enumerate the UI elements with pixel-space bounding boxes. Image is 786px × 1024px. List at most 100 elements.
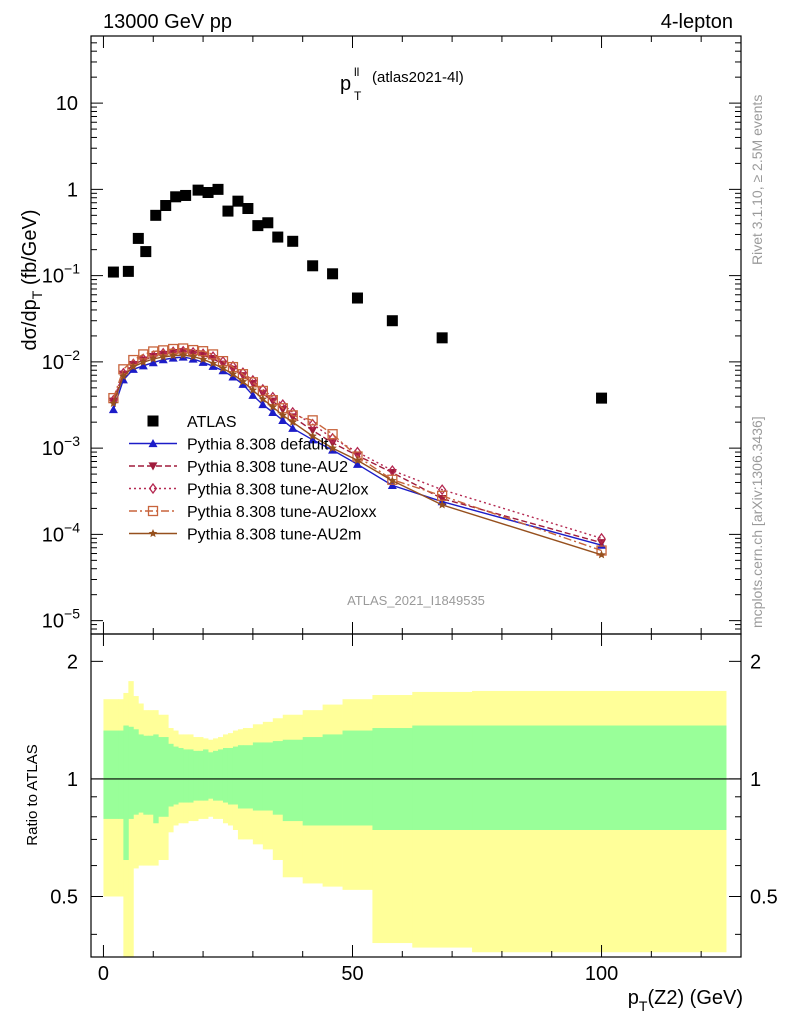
ratio-band-inner — [272, 741, 284, 815]
y-axis-label-bottom: Ratio to ATLAS — [24, 744, 41, 845]
y-tick-label: 10−5 — [42, 606, 80, 633]
ratio-band-inner — [322, 734, 343, 826]
ratio-band-inner — [472, 725, 727, 831]
mc-series-point — [288, 423, 298, 432]
plot-title: p ll T (atlas2021-4l) — [340, 65, 464, 103]
mc-series-point — [238, 377, 248, 386]
mc-series-point — [129, 362, 138, 371]
mc-series-point — [238, 379, 248, 388]
ratio-band-inner — [208, 752, 214, 799]
x-axis-label: pT(Z2) (GeV) — [628, 987, 743, 1014]
legend-marker — [147, 505, 159, 517]
ratio-band-inner — [218, 749, 224, 801]
ratio-band-inner — [173, 746, 179, 805]
y-tick-label: 10−4 — [42, 519, 80, 546]
ratio-band-inner — [168, 743, 174, 807]
plot-title-tag: (atlas2021-4l) — [372, 69, 464, 86]
mc-series-point — [278, 410, 287, 419]
ratio-band-inner — [103, 730, 119, 819]
ratio-band-inner — [183, 749, 189, 803]
mc-series-point — [436, 490, 448, 501]
data-point — [386, 315, 398, 327]
x-tick-label: 0 — [98, 963, 109, 985]
mc-series-point — [207, 349, 219, 360]
mc-series-point — [119, 371, 128, 380]
mc-series-point — [149, 354, 158, 363]
mc-series-point — [188, 352, 198, 361]
mc-series-point — [228, 369, 238, 378]
legend-entry: Pythia 8.308 tune-AU2m — [129, 527, 361, 544]
mc-series-point — [327, 429, 338, 440]
data-point — [596, 392, 608, 404]
data-point — [180, 189, 192, 201]
mc-curves — [108, 343, 607, 559]
mc-series-point — [198, 357, 208, 366]
ratio-band-inner — [148, 735, 154, 815]
ratio-band-inner — [252, 742, 264, 811]
plot-title-sub: T — [354, 89, 362, 103]
mc-series-point — [158, 355, 168, 364]
mc-series-point — [597, 550, 606, 559]
x-label-sub: T — [639, 998, 648, 1014]
ratio-band-outer — [128, 681, 134, 957]
mc-series-point — [278, 415, 288, 424]
legend-entry: ATLAS — [147, 414, 237, 431]
rivet-text: Rivet 3.1.10, ≥ 2.5M events — [749, 95, 765, 265]
ratio-band-inner — [302, 737, 324, 826]
data-point — [307, 260, 319, 272]
mc-series-point — [387, 474, 398, 485]
data-point — [327, 268, 339, 280]
legend-label: Pythia 8.308 tune-AU2m — [187, 527, 361, 544]
mc-series-point — [248, 390, 258, 399]
mc-series-point — [387, 480, 397, 489]
y-tick-label: 10−2 — [42, 347, 80, 374]
mc-series-point — [328, 443, 337, 452]
ratio-band-inner — [227, 748, 234, 805]
legend-entry: Pythia 8.308 tune-AU2 — [129, 459, 348, 476]
legend-entry: Pythia 8.308 tune-AU2lox — [129, 482, 368, 499]
ratio-band-inner — [242, 745, 254, 809]
legend-marker — [147, 415, 159, 427]
ratio-tick-label-left: 0.5 — [50, 887, 78, 909]
data-point — [160, 200, 172, 212]
mc-series-point — [308, 418, 317, 430]
mc-series-point — [168, 351, 178, 360]
mc-series-point — [353, 455, 362, 465]
ratio-band-inner — [158, 737, 169, 817]
data-point — [222, 205, 234, 217]
mc-series-point — [248, 385, 258, 394]
y-tick-label: 10−3 — [42, 433, 80, 460]
legend-label: ATLAS — [187, 414, 237, 431]
data-point — [192, 184, 204, 196]
header-left: 13000 GeV pp — [103, 11, 232, 33]
data-point — [436, 332, 448, 344]
ratio-band-inner — [222, 748, 229, 803]
svg-text:dσ/dpT (fb/GeV): dσ/dpT (fb/GeV) — [19, 210, 45, 351]
ratio-band-inner — [188, 749, 194, 803]
data-point — [242, 203, 254, 215]
mc-series-point — [198, 354, 208, 363]
mc-series-point — [307, 415, 318, 426]
mc-series-point — [352, 459, 362, 468]
ratio-band-inner — [143, 735, 149, 815]
plot-frames — [90, 35, 742, 958]
mc-series-point — [208, 361, 218, 370]
y-label-pre: dσ/dp — [19, 299, 41, 350]
ratio-band-inner — [203, 749, 209, 801]
mc-series-point — [308, 431, 317, 440]
mc-series-point — [388, 476, 397, 485]
ratio-band-inner — [282, 739, 304, 822]
legend-marker — [148, 482, 158, 495]
legend-entry: Pythia 8.308 tune-AU2loxx — [129, 504, 376, 521]
ratio-band-inner — [213, 750, 219, 801]
data-point — [132, 232, 144, 244]
mc-series-point — [268, 402, 278, 411]
legend-marker — [148, 462, 158, 471]
data-point — [140, 246, 152, 258]
ratio-band-inner — [262, 742, 274, 811]
ratio-band-inner — [237, 745, 244, 809]
mc-series-point — [308, 435, 318, 444]
y-label-post: (fb/GeV) — [19, 210, 41, 291]
ratio-band-inner — [123, 725, 129, 861]
